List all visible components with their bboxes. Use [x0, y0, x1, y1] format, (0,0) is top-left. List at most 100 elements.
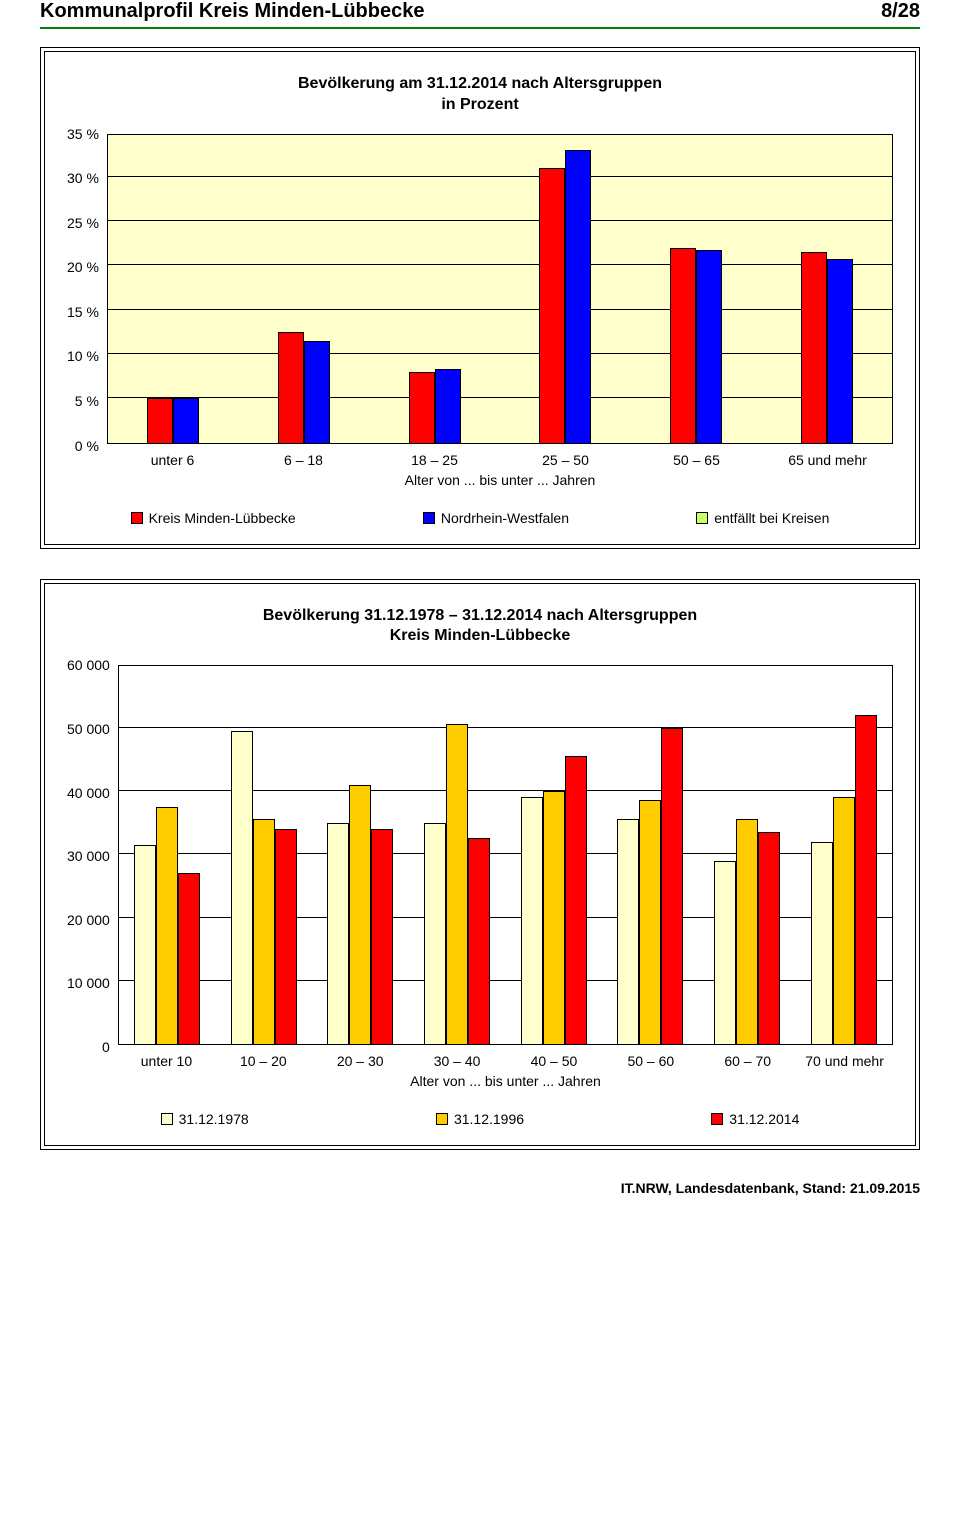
bar — [275, 829, 297, 1044]
chart2-title: Bevölkerung 31.12.1978 – 31.12.2014 nach… — [67, 606, 893, 648]
x-tick-label: 65 und mehr — [762, 452, 893, 468]
legend-label: entfällt bei Kreisen — [714, 510, 829, 526]
bar — [521, 797, 543, 1044]
bar — [156, 807, 178, 1045]
chart2-x-axis: unter 1010 – 2020 – 3030 – 4040 – 5050 –… — [118, 1053, 893, 1069]
x-tick-label: unter 10 — [118, 1053, 215, 1069]
bar-group — [714, 819, 780, 1044]
x-tick-label: 6 – 18 — [238, 452, 369, 468]
footer-source: IT.NRW, Landesdatenbank, Stand: 21.09.20… — [40, 1180, 920, 1196]
bars-row — [119, 666, 892, 1044]
bar — [670, 248, 696, 443]
legend-swatch — [131, 512, 143, 524]
x-tick-label: 20 – 30 — [312, 1053, 409, 1069]
x-tick-label: 60 – 70 — [699, 1053, 796, 1069]
chart1-x-axis: unter 66 – 1818 – 2525 – 5050 – 6565 und… — [107, 452, 893, 468]
legend-item: entfällt bei Kreisen — [696, 510, 829, 526]
legend-item: 31.12.2014 — [711, 1111, 799, 1127]
bar-group — [147, 398, 199, 442]
legend-label: Kreis Minden-Lübbecke — [149, 510, 296, 526]
bar — [565, 756, 587, 1044]
bar — [304, 341, 330, 443]
legend-item: Kreis Minden-Lübbecke — [131, 510, 296, 526]
bar-group — [539, 150, 591, 442]
bar — [539, 168, 565, 443]
legend-swatch — [161, 1113, 173, 1125]
chart1-frame: Bevölkerung am 31.12.2014 nach Altersgru… — [40, 47, 920, 549]
bar — [855, 715, 877, 1044]
legend-label: Nordrhein-Westfalen — [441, 510, 569, 526]
legend-label: 31.12.1996 — [454, 1111, 524, 1127]
bar-group — [409, 369, 461, 443]
legend-label: 31.12.1978 — [179, 1111, 249, 1127]
bar — [424, 823, 446, 1045]
bar-group — [327, 785, 393, 1045]
chart1-y-axis: 35 %30 %25 %20 %15 %10 %5 %0 % — [67, 134, 107, 446]
bar-group — [521, 756, 587, 1044]
bar — [409, 372, 435, 443]
bar — [147, 398, 173, 442]
bar — [435, 369, 461, 443]
chart2-title-line2: Kreis Minden-Lübbecke — [390, 627, 570, 644]
bar — [801, 252, 827, 442]
chart2-x-caption: Alter von ... bis unter ... Jahren — [118, 1073, 893, 1089]
bar-group — [670, 248, 722, 443]
bar-group — [231, 731, 297, 1045]
legend-swatch — [436, 1113, 448, 1125]
bar-group — [811, 715, 877, 1044]
bar-group — [278, 332, 330, 443]
chart2-inner: Bevölkerung 31.12.1978 – 31.12.2014 nach… — [44, 583, 916, 1147]
x-tick-label: 25 – 50 — [500, 452, 631, 468]
bar — [714, 861, 736, 1045]
bar — [173, 398, 199, 442]
legend-swatch — [711, 1113, 723, 1125]
bar — [327, 823, 349, 1045]
bar-group — [134, 807, 200, 1045]
x-tick-label: 10 – 20 — [215, 1053, 312, 1069]
bars-row — [108, 135, 892, 443]
chart2-plotwrap: 60 00050 00040 00030 00020 00010 0000 — [67, 665, 893, 1047]
bar — [278, 332, 304, 443]
bar — [736, 819, 758, 1044]
bar — [446, 724, 468, 1044]
bar — [349, 785, 371, 1045]
legend-item: Nordrhein-Westfalen — [423, 510, 569, 526]
chart1-title: Bevölkerung am 31.12.2014 nach Altersgru… — [67, 74, 893, 116]
bar — [696, 250, 722, 442]
bar — [833, 797, 855, 1044]
chart1-legend: Kreis Minden-Lübbecke Nordrhein-Westfalen… — [67, 510, 893, 526]
bar-group — [424, 724, 490, 1044]
chart1-inner: Bevölkerung am 31.12.2014 nach Altersgru… — [44, 51, 916, 545]
x-tick-label: 18 – 25 — [369, 452, 500, 468]
bar — [253, 819, 275, 1044]
bar — [565, 150, 591, 442]
bar — [134, 845, 156, 1045]
bar — [758, 832, 780, 1044]
bar — [617, 819, 639, 1044]
header-title: Kommunalprofil Kreis Minden-Lübbecke — [40, 0, 424, 23]
x-tick-label: 40 – 50 — [506, 1053, 603, 1069]
chart2-y-axis: 60 00050 00040 00030 00020 00010 0000 — [67, 665, 118, 1047]
page: Kommunalprofil Kreis Minden-Lübbecke 8/2… — [0, 0, 960, 1226]
bar — [178, 873, 200, 1044]
chart2-plot-area — [118, 665, 893, 1045]
x-tick-label: 50 – 65 — [631, 452, 762, 468]
bar — [661, 728, 683, 1045]
bar-group — [801, 252, 853, 442]
chart2-frame: Bevölkerung 31.12.1978 – 31.12.2014 nach… — [40, 579, 920, 1151]
bar — [811, 842, 833, 1045]
page-header: Kommunalprofil Kreis Minden-Lübbecke 8/2… — [40, 0, 920, 29]
bar — [827, 259, 853, 442]
x-tick-label: 70 und mehr — [796, 1053, 893, 1069]
bar — [231, 731, 253, 1045]
legend-swatch — [696, 512, 708, 524]
legend-label: 31.12.2014 — [729, 1111, 799, 1127]
legend-item: 31.12.1978 — [161, 1111, 249, 1127]
chart1-plot-area — [107, 134, 893, 444]
chart1-title-line1: Bevölkerung am 31.12.2014 nach Altersgru… — [298, 75, 662, 92]
legend-item: 31.12.1996 — [436, 1111, 524, 1127]
bar — [639, 800, 661, 1044]
bar — [468, 838, 490, 1044]
x-tick-label: unter 6 — [107, 452, 238, 468]
chart1-x-caption: Alter von ... bis unter ... Jahren — [107, 472, 893, 488]
